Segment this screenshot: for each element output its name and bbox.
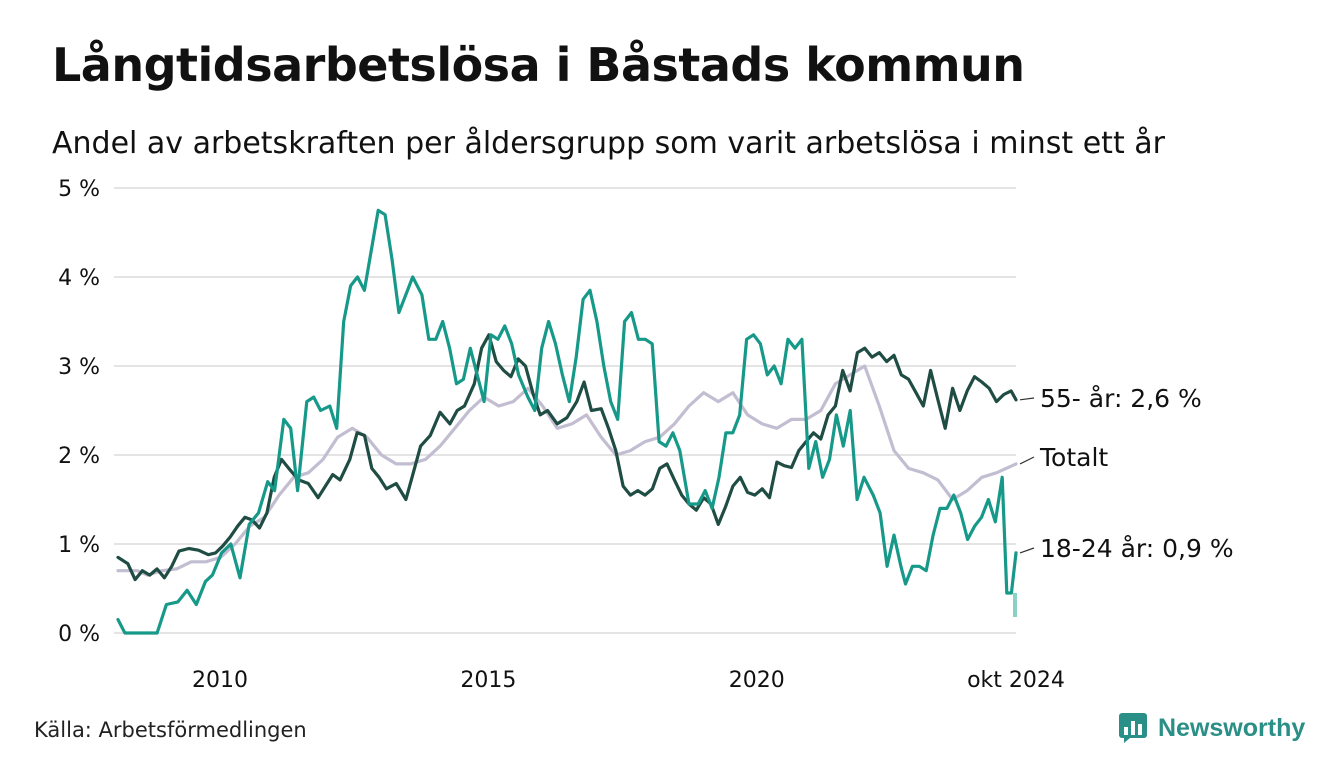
preliminary-value-mark — [1013, 592, 1017, 617]
x-tick-label: 2015 — [460, 668, 516, 693]
y-tick-label: 0 % — [58, 622, 100, 647]
brand-logo[interactable]: Newsworthy — [1118, 712, 1305, 744]
series-line-18-24-r — [116, 208, 1018, 635]
y-tick-label: 3 % — [58, 355, 100, 380]
y-tick-label: 1 % — [58, 533, 100, 558]
x-axis-ticks: 2010 2015 2020 okt 2024 — [192, 668, 1065, 693]
source-note: Källa: Arbetsförmedlingen — [34, 718, 307, 742]
brand-name: Newsworthy — [1158, 713, 1306, 742]
series-end-label: 18-24 år: 0,9 % — [1040, 534, 1234, 563]
x-tick-label: 2010 — [192, 668, 248, 693]
x-tick-label: okt 2024 — [967, 668, 1065, 693]
label-leader-line — [1019, 397, 1035, 401]
label-leader-line — [1019, 547, 1035, 554]
x-tick-label: 2020 — [729, 668, 785, 693]
series-line-55-r — [116, 333, 1018, 582]
y-axis-ticks: 0 % 1 % 2 % 3 % 4 % 5 % — [58, 177, 100, 647]
label-leader-line — [1019, 456, 1035, 465]
chart-title: Långtidsarbetslösa i Båstads kommun — [52, 38, 1025, 92]
line-chart: 0 %1 %2 %3 %4 %5 % 2010 2015 2020 okt 2024 … — [58, 177, 1234, 693]
y-tick-label: 4 % — [58, 266, 100, 291]
y-tick-label: 5 % — [58, 177, 100, 202]
newsworthy-logo-icon — [1119, 713, 1147, 743]
series-end-labels: 55- år: 2,6 % Totalt 18-24 år: 0,9 % — [1019, 384, 1234, 563]
y-tick-label: 2 % — [58, 444, 100, 469]
series-end-label: Totalt — [1039, 443, 1108, 472]
chart-subtitle: Andel av arbetskraften per åldersgrupp s… — [52, 126, 1165, 161]
series-lines — [116, 208, 1018, 635]
series-end-label: 55- år: 2,6 % — [1040, 384, 1202, 413]
